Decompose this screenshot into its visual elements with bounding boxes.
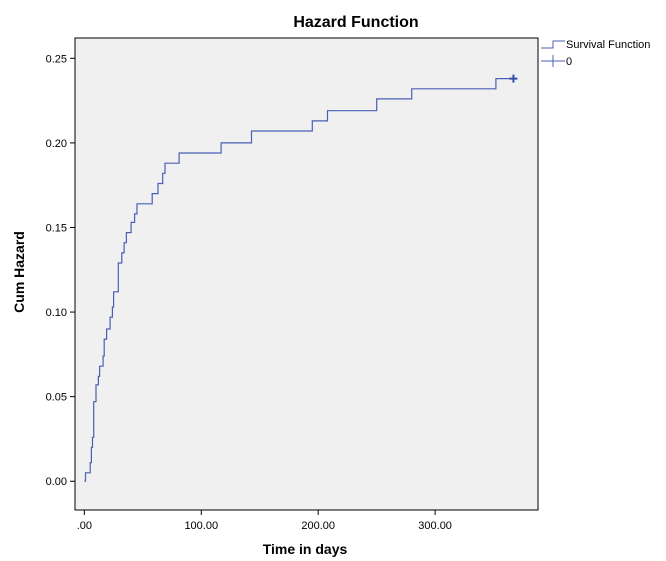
chart-title: Hazard Function: [293, 14, 418, 31]
series-survival-function: [84, 78, 514, 482]
y-tick-label: 0.15: [46, 222, 67, 234]
x-tick-label: 300.00: [418, 520, 452, 532]
legend-step-icon: [541, 40, 565, 49]
y-axis: 0.00 0.05 0.10 0.15 0.20 0.25: [46, 53, 75, 488]
x-axis-label: Time in days: [263, 541, 348, 557]
x-axis: .00 100.00 200.00 300.00: [77, 510, 452, 532]
x-tick-label: 100.00: [184, 520, 218, 532]
legend-label-survival-function: Survival Function: [566, 39, 650, 51]
censor-markers: [509, 74, 518, 83]
y-tick-label: 0.20: [46, 138, 67, 150]
y-tick-label: 0.05: [46, 392, 67, 404]
y-tick-label: 0.10: [46, 307, 67, 319]
censor-marker: [509, 74, 518, 83]
y-tick-label: 0.25: [46, 53, 67, 65]
series-line: [84, 78, 514, 482]
plot-area: [74, 37, 539, 511]
legend: Survival Function 0: [541, 39, 650, 68]
x-tick-label: .00: [77, 520, 92, 532]
legend-label-0: 0: [566, 56, 572, 68]
y-tick-label: 0.00: [46, 476, 67, 488]
x-tick-label: 200.00: [301, 520, 335, 532]
legend-cross-icon: [541, 55, 565, 67]
y-axis-label: Cum Hazard: [11, 231, 27, 313]
